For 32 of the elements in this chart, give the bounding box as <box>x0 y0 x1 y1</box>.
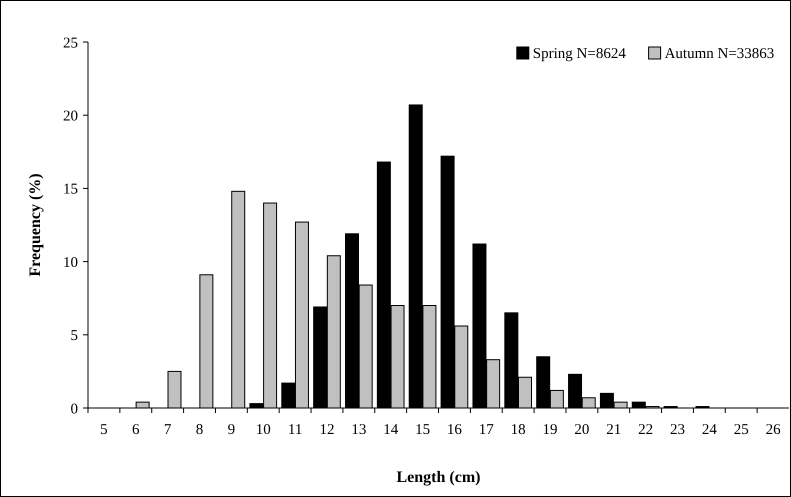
x-tick-label: 10 <box>256 422 271 438</box>
y-tick-label: 15 <box>63 182 78 198</box>
x-tick-label: 15 <box>415 422 430 438</box>
x-tick-label: 23 <box>670 422 685 438</box>
x-tick-label: 11 <box>288 422 302 438</box>
x-tick-label: 25 <box>734 422 749 438</box>
x-tick-label: 14 <box>383 422 399 438</box>
x-tick-label: 9 <box>228 422 236 438</box>
y-tick-label: 25 <box>63 35 78 52</box>
x-tick-label: 16 <box>446 422 462 438</box>
y-tick-label: 10 <box>63 254 78 271</box>
x-tick-label: 12 <box>319 422 334 438</box>
legend-label: Spring N=8624 <box>532 46 626 62</box>
x-tick-label: 26 <box>766 422 782 438</box>
x-tick-label: 19 <box>542 422 558 438</box>
x-tick-label: 5 <box>100 422 108 438</box>
x-tick-label: 22 <box>638 422 654 438</box>
y-axis-title: Frequency (%) <box>27 173 44 277</box>
x-tick-label: 13 <box>351 422 366 438</box>
x-tick-label: 8 <box>196 422 204 438</box>
x-tick-label: 21 <box>606 422 622 438</box>
x-tick-label: 20 <box>574 422 590 438</box>
y-tick-label: 5 <box>70 328 78 344</box>
x-axis-title: Length (cm) <box>396 469 480 486</box>
x-tick-label: 6 <box>132 422 140 438</box>
x-tick-label: 24 <box>702 422 718 438</box>
legend-label: Autumn N=33863 <box>664 46 774 62</box>
y-tick-label: 0 <box>70 401 78 418</box>
x-tick-label: 17 <box>478 422 494 438</box>
x-tick-label: 7 <box>164 422 172 438</box>
y-tick-label: 20 <box>63 108 78 124</box>
x-tick-label: 18 <box>510 422 526 438</box>
